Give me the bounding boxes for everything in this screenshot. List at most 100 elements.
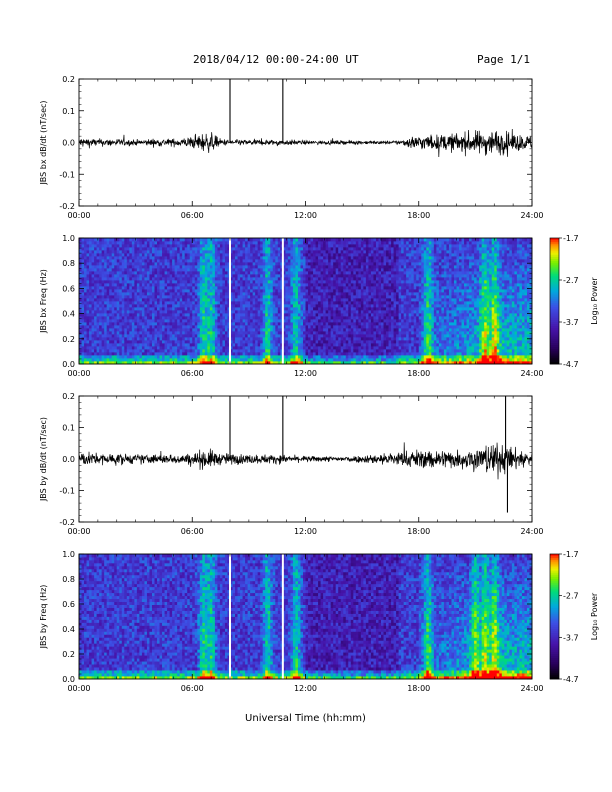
heatmap-cell [297,265,301,269]
heatmap-cell [131,337,135,341]
heatmap-cell [209,310,213,314]
heatmap-cell [232,292,236,296]
heatmap-cell [227,301,231,305]
heatmap-cell [139,304,143,308]
heatmap-cell [340,259,344,263]
heatmap-cell [214,262,218,266]
heatmap-cell [217,265,221,269]
heatmap-cell [323,322,327,326]
heatmap-cell [224,274,228,278]
heatmap-cell [101,244,105,248]
heatmap-cell [292,346,296,350]
heatmap-cell [109,337,113,341]
heatmap-cell [262,331,266,335]
heatmap-cell [295,247,299,251]
heatmap-cell [179,346,183,350]
heatmap-cell [287,271,291,275]
heatmap-cell [86,286,90,290]
heatmap-cell [134,304,138,308]
heatmap-cell [164,256,168,260]
heatmap-cell [219,349,223,353]
heatmap-cell [164,247,168,251]
heatmap-cell [81,343,85,347]
heatmap-cell [144,289,148,293]
heatmap-cell [86,301,90,305]
heatmap-cell [169,331,173,335]
heatmap-cell [282,313,286,317]
heatmap-cell [260,289,264,293]
heatmap-cell [124,289,128,293]
heatmap-cell [81,346,85,350]
heatmap-cell [184,253,188,257]
heatmap-cell [197,286,201,290]
heatmap-cell [363,322,367,326]
heatmap-cell [308,283,311,287]
heatmap-cell [169,262,173,266]
heatmap-cell [169,352,173,356]
heatmap-cell [230,346,233,350]
heatmap-cell [265,334,269,338]
heatmap-cell [272,334,276,338]
heatmap-cell [189,331,193,335]
heatmap-cell [227,319,231,323]
heatmap-cell [79,355,82,359]
heatmap-cell [323,295,327,299]
heatmap-cell [227,313,231,317]
heatmap-cell [277,238,281,242]
heatmap-cell [245,283,249,287]
heatmap-cell [167,343,170,347]
heatmap-cell [81,289,85,293]
heatmap-cell [363,307,367,311]
heatmap-cell [167,337,170,341]
heatmap-cell [116,292,120,296]
heatmap-cell [114,301,118,305]
heatmap-cell [167,250,170,254]
heatmap-cell [328,247,332,251]
heatmap-cell [360,277,364,281]
heatmap-cell [355,262,359,266]
heatmap-cell [297,307,301,311]
heatmap-cell [121,304,125,308]
heatmap-cell [285,316,289,320]
heatmap-cell [114,343,118,347]
heatmap-cell [172,277,176,281]
heatmap-cell [182,241,186,245]
heatmap-cell [330,253,334,257]
heatmap-cell [192,316,196,320]
heatmap-cell [154,280,158,284]
heatmap-cell [330,310,334,314]
heatmap-cell [192,244,196,248]
heatmap-cell [116,349,120,353]
heatmap-cell [157,265,160,269]
heatmap-cell [300,325,304,329]
heatmap-cell [116,286,120,290]
heatmap-cell [345,250,349,254]
heatmap-cell [101,307,105,311]
heatmap-cell [111,307,115,311]
heatmap-cell [282,292,286,296]
heatmap-cell [94,328,98,332]
heatmap-cell [121,325,125,329]
heatmap-cell [232,238,236,242]
heatmap-cell [358,298,362,302]
heatmap-cell [197,271,201,275]
heatmap-cell [365,310,369,314]
heatmap-cell [360,304,364,308]
heatmap-cell [106,355,110,359]
heatmap-cell [224,355,228,359]
heatmap-cell [84,277,87,281]
heatmap-cell [237,307,241,311]
heatmap-cell [162,328,165,332]
heatmap-cell [227,298,231,302]
heatmap-cell [91,334,95,338]
heatmap-cell [328,313,332,317]
heatmap-cell [212,253,216,257]
heatmap-cell [343,244,347,248]
heatmap-cell [252,268,256,272]
heatmap-cell [290,361,294,365]
heatmap-cell [290,289,294,293]
heatmap-cell [187,349,191,353]
heatmap-cell [300,298,304,302]
heatmap-cell [184,301,188,305]
heatmap-cell [109,349,113,353]
